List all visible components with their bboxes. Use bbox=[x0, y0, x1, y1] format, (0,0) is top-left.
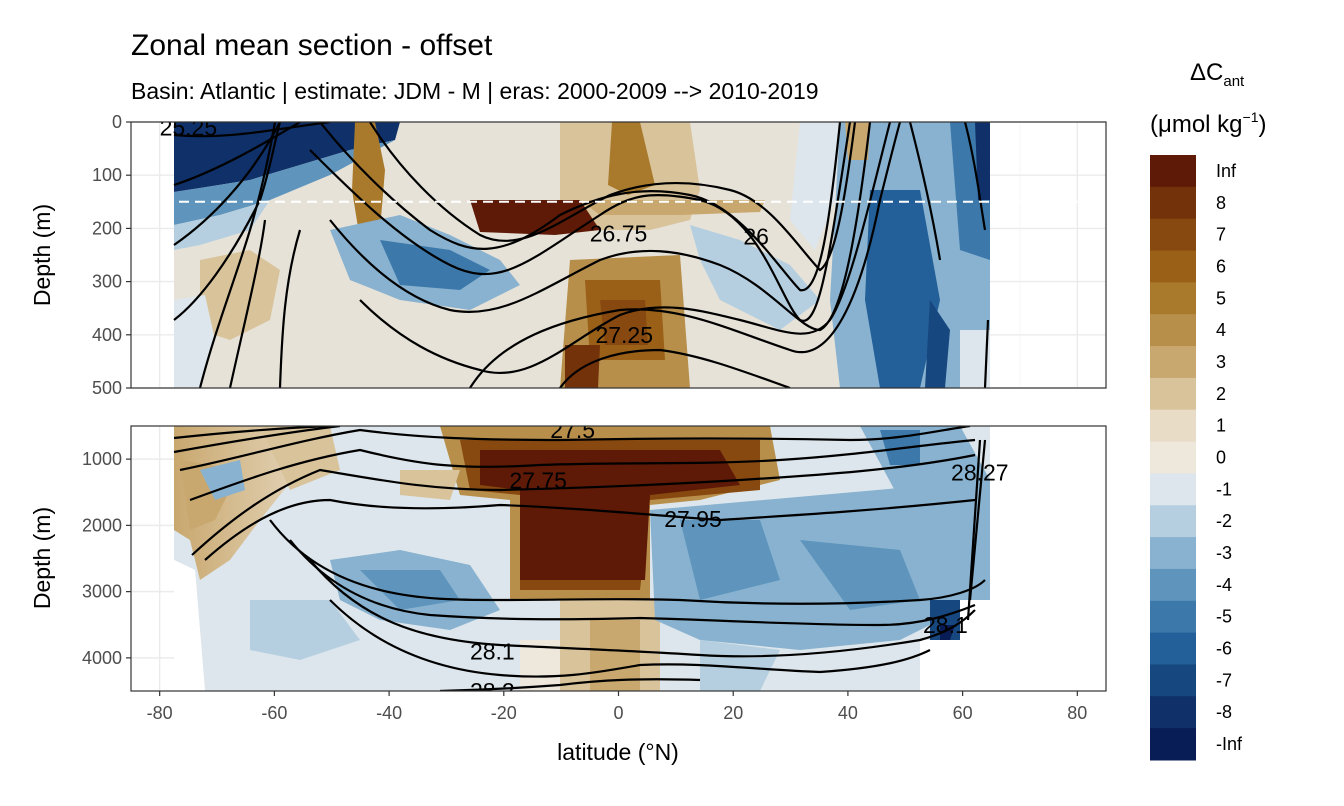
x-tick-label: 60 bbox=[953, 703, 973, 723]
colorbar-swatch bbox=[1150, 314, 1196, 347]
colorbar-label: 8 bbox=[1216, 193, 1226, 213]
x-tick-label: 80 bbox=[1067, 703, 1087, 723]
colorbar-swatch bbox=[1150, 186, 1196, 220]
y-tick-label: 200 bbox=[92, 218, 122, 238]
contour-label: 27.5 bbox=[550, 417, 595, 443]
y-tick-label: 500 bbox=[92, 378, 122, 398]
colorbar-label: 5 bbox=[1216, 288, 1226, 308]
colorbar-swatch bbox=[1150, 473, 1196, 506]
colorbar-label: Inf bbox=[1216, 161, 1237, 181]
y-tick-label: 300 bbox=[92, 272, 122, 292]
upper-contour-labels: 26.75 26 27.25 25.25 bbox=[160, 114, 769, 348]
x-tick-label: -80 bbox=[147, 703, 173, 723]
contour-label: 27.75 bbox=[509, 467, 567, 493]
colorbar-swatch bbox=[1150, 696, 1196, 729]
colorbar-units: (μmol kg−1) bbox=[1150, 109, 1266, 138]
contour-label: 28.1 bbox=[470, 638, 515, 664]
colorbar-label: -Inf bbox=[1216, 734, 1243, 754]
y-tick-label: 400 bbox=[92, 325, 122, 345]
y-axis-label-lower: Depth (m) bbox=[29, 507, 55, 609]
colorbar-label: 7 bbox=[1216, 225, 1226, 245]
colorbar-swatch bbox=[1150, 155, 1196, 188]
x-tick-label: 0 bbox=[613, 703, 623, 723]
colorbar-label: -2 bbox=[1216, 511, 1232, 531]
x-tick-label: 40 bbox=[838, 703, 858, 723]
contour-label: 27.95 bbox=[664, 506, 722, 532]
contour-label: 27.25 bbox=[595, 322, 653, 348]
y-tick-label: 4000 bbox=[82, 648, 122, 668]
colorbar-label: -5 bbox=[1216, 607, 1232, 627]
contour-label: 26 bbox=[743, 223, 769, 249]
y-tick-label: 100 bbox=[92, 165, 122, 185]
colorbar-swatch bbox=[1150, 282, 1196, 315]
colorbar-swatch bbox=[1150, 441, 1196, 474]
colorbar-swatch bbox=[1150, 632, 1196, 665]
colorbar-swatch bbox=[1150, 250, 1196, 283]
y-tick-label: 1000 bbox=[82, 449, 122, 469]
colorbar-swatch bbox=[1150, 346, 1196, 379]
colorbar-label: 0 bbox=[1216, 448, 1226, 468]
chart-subtitle: Basin: Atlantic | estimate: JDM - M | er… bbox=[131, 78, 819, 104]
upper-panel: 26.75 26 27.25 25.25 0 100 200 300 400 500 bbox=[92, 112, 1107, 398]
colorbar-legend: ΔCant (μmol kg−1) Inf 8 7 6 5 4 3 2 1 0 -1 -2 -3 -4 -5… bbox=[1150, 59, 1266, 761]
colorbar-label: -1 bbox=[1216, 479, 1232, 499]
colorbar-label: -7 bbox=[1216, 670, 1232, 690]
colorbar-label: 1 bbox=[1216, 416, 1226, 436]
x-axis-label: latitude (°N) bbox=[557, 739, 679, 765]
colorbar-swatch bbox=[1150, 568, 1196, 602]
colorbar-swatch bbox=[1150, 218, 1196, 252]
colorbar-swatch bbox=[1150, 537, 1196, 570]
contour-label: 28.1 bbox=[923, 612, 968, 638]
upper-panel-field: 26.75 26 27.25 25.25 bbox=[160, 114, 990, 388]
lower-contour-labels: 27.5 27.75 27.95 28.1 28.1 28.2 28.27 bbox=[470, 417, 1009, 704]
lower-panel: 27.5 27.75 27.95 28.1 28.1 28.2 28.27 1000 2000… bbox=[82, 417, 1107, 704]
colorbar-label: 2 bbox=[1216, 384, 1226, 404]
x-axis: -80 -60 -40 -20 0 20 40 60 80 bbox=[147, 691, 1087, 723]
colorbar-label: -3 bbox=[1216, 543, 1232, 563]
x-tick-label: -40 bbox=[376, 703, 402, 723]
colorbar-title: ΔCant bbox=[1190, 59, 1245, 90]
y-axis-label-upper: Depth (m) bbox=[29, 204, 55, 306]
x-tick-label: -60 bbox=[261, 703, 287, 723]
upper-y-axis: 0 100 200 300 400 500 bbox=[92, 112, 131, 398]
colorbar-label: -8 bbox=[1216, 702, 1232, 722]
x-tick-label: 20 bbox=[723, 703, 743, 723]
colorbar-swatch bbox=[1150, 664, 1196, 697]
colorbar-swatch bbox=[1150, 600, 1196, 634]
upper-panel-border bbox=[130, 121, 1107, 389]
contour-label: 28.2 bbox=[470, 678, 515, 704]
colorbar-label: -6 bbox=[1216, 639, 1232, 659]
colorbar-label: -4 bbox=[1216, 575, 1232, 595]
colorbar-swatch bbox=[1150, 377, 1196, 411]
colorbar-swatch bbox=[1150, 505, 1196, 538]
colorbar-swatch bbox=[1150, 409, 1196, 443]
contour-label: 25.25 bbox=[160, 114, 218, 140]
contour-label: 26.75 bbox=[590, 221, 648, 247]
x-tick-label: -20 bbox=[491, 703, 517, 723]
colorbar-label: 4 bbox=[1216, 320, 1226, 340]
colorbar-swatches: Inf 8 7 6 5 4 3 2 1 0 -1 -2 -3 -4 -5 -6 -7 -8 -Inf bbox=[1150, 155, 1243, 761]
contour-label: 28.27 bbox=[951, 459, 1009, 485]
lower-panel-field: 27.5 27.75 27.95 28.1 28.1 28.2 28.27 bbox=[173, 417, 1106, 704]
colorbar-swatch bbox=[1150, 728, 1196, 761]
lower-y-axis: 1000 2000 3000 4000 bbox=[82, 449, 131, 668]
colorbar-label: 3 bbox=[1216, 352, 1226, 372]
y-tick-label: 3000 bbox=[82, 582, 122, 602]
y-tick-label: 2000 bbox=[82, 515, 122, 535]
colorbar-label: 6 bbox=[1216, 256, 1226, 276]
chart-title: Zonal mean section - offset bbox=[131, 29, 493, 62]
y-tick-label: 0 bbox=[112, 112, 122, 132]
